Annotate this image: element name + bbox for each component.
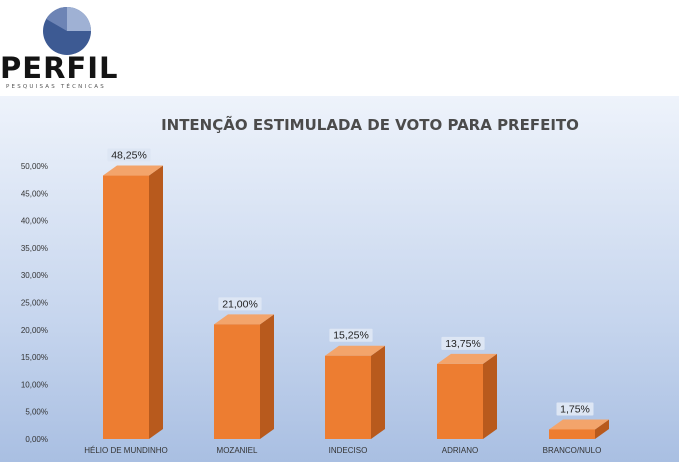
data-label-box: [556, 402, 594, 416]
x-category-label: HÉLIO DE MUNDINHO: [84, 446, 168, 455]
data-label: 15,25%: [333, 330, 369, 342]
bar-top: [325, 345, 385, 356]
y-tick-label: 50,00%: [21, 162, 48, 171]
bar-top: [549, 419, 609, 430]
data-label: 21,00%: [222, 298, 258, 310]
y-tick-label: 0,00%: [25, 435, 48, 444]
chart-title: INTENÇÃO ESTIMULADA DE VOTO PARA PREFEIT…: [161, 116, 579, 134]
x-category-label: BRANCO/NULO: [543, 446, 602, 455]
bar: [103, 175, 149, 439]
bar-side: [260, 314, 274, 439]
y-tick-label: 45,00%: [21, 189, 48, 198]
y-tick-label: 15,00%: [21, 353, 48, 362]
bar-top: [437, 353, 497, 364]
logo-tagline: PESQUISAS TÉCNICAS: [6, 84, 106, 90]
y-tick-label: 20,00%: [21, 326, 48, 335]
bar-side: [371, 345, 385, 439]
bar: [549, 429, 595, 439]
bar-side: [483, 353, 497, 439]
data-label-box: [329, 328, 373, 342]
logo-wordmark: PERFIL: [0, 51, 119, 85]
y-tick-label: 40,00%: [21, 217, 48, 226]
y-tick-label: 30,00%: [21, 271, 48, 280]
bar: [214, 324, 260, 439]
y-tick-label: 5,00%: [25, 408, 48, 417]
pie-chart-logo-icon: [43, 6, 91, 55]
data-label-box: [218, 297, 262, 311]
bar-side: [149, 165, 163, 439]
bar-top: [103, 165, 163, 176]
data-label: 1,75%: [560, 403, 590, 415]
x-category-label: ADRIANO: [442, 446, 478, 455]
bar-top: [214, 314, 274, 325]
y-tick-label: 25,00%: [21, 299, 48, 308]
x-category-label: MOZANIEL: [217, 446, 258, 455]
bar: [325, 355, 371, 439]
y-tick-label: 10,00%: [21, 380, 48, 389]
x-category-label: INDECISO: [329, 446, 368, 455]
data-label: 13,75%: [445, 338, 481, 350]
y-tick-label: 35,00%: [21, 244, 48, 253]
data-label-box: [107, 148, 151, 162]
bar: [437, 363, 483, 439]
data-label-box: [441, 336, 485, 350]
data-label: 48,25%: [111, 150, 147, 162]
perfil-logo: PERFIL PESQUISAS TÉCNICAS: [0, 0, 150, 96]
bar-side: [595, 419, 609, 439]
